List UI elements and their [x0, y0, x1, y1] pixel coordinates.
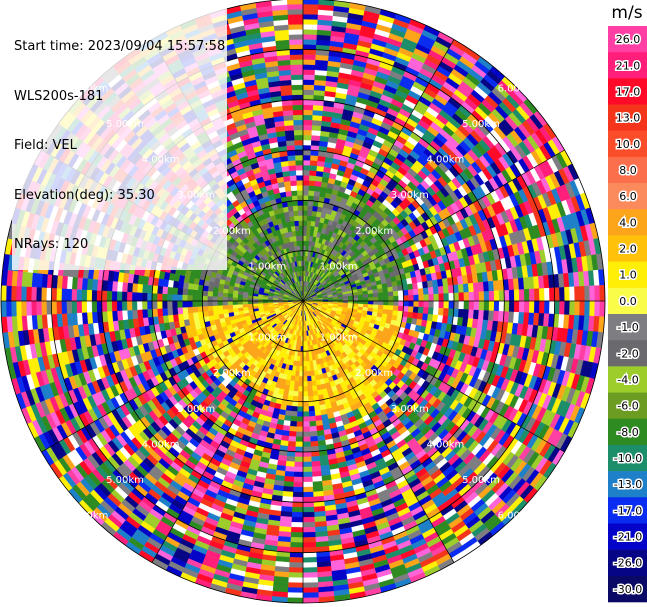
ppi-figure: { "header": { "start_time": "Start time:… [0, 0, 647, 604]
